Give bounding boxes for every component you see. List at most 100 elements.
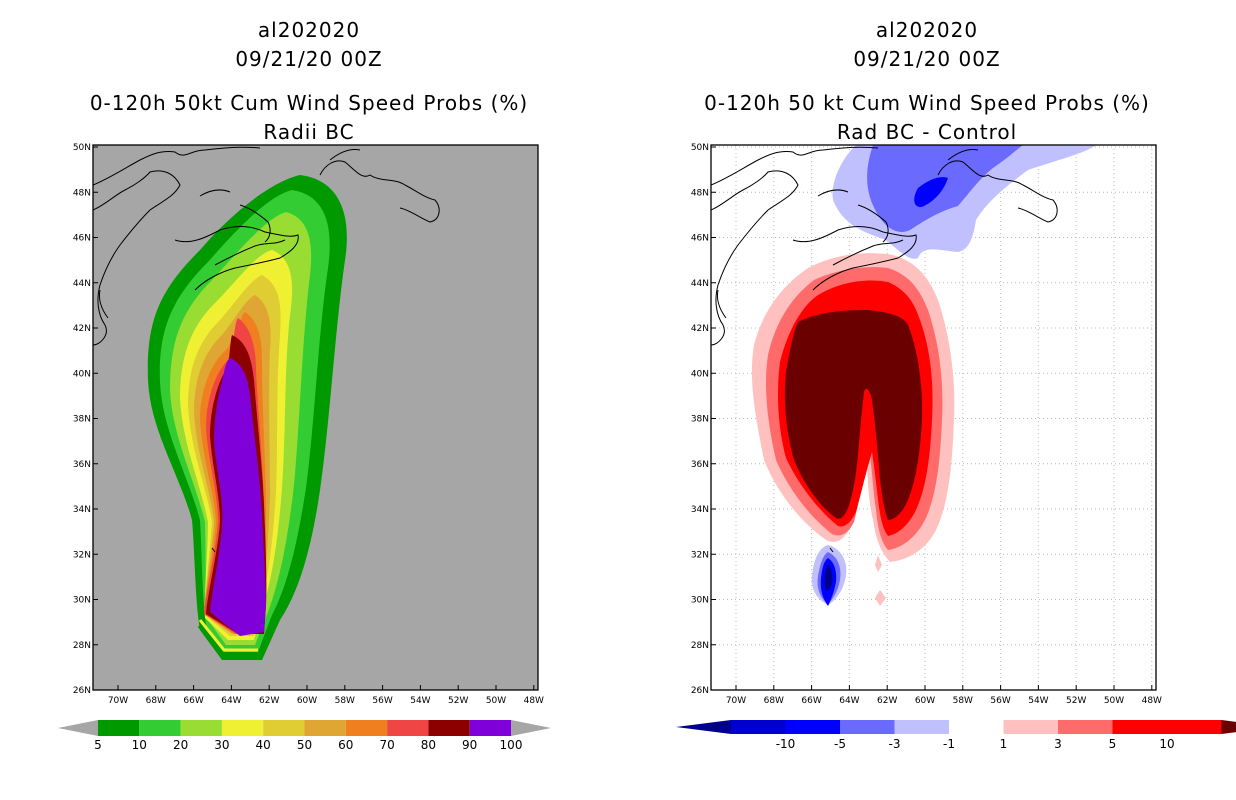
left-date: 09/21/20 00Z: [235, 47, 383, 71]
lat-label: 28N: [691, 641, 709, 651]
colorbar-label: 10: [132, 738, 147, 752]
colorbar-label: 20: [173, 738, 188, 752]
lon-label: 50W: [486, 696, 506, 706]
colorbar-label: 40: [256, 738, 271, 752]
lat-label: 34N: [73, 505, 91, 515]
lat-label: 34N: [691, 505, 709, 515]
colorbar-swatch: [949, 720, 1004, 734]
neg-south-dark: [824, 564, 833, 591]
prob-edge-yellow: [198, 619, 258, 652]
colorbar-label: 3: [1054, 737, 1062, 751]
lat-label: 38N: [691, 415, 709, 425]
right-negative-field: [811, 145, 1096, 606]
colorbar-label: -1: [943, 737, 955, 751]
lon-label: 66W: [183, 696, 203, 706]
right-coastlines: [710, 146, 1058, 553]
colorbar-label: 70: [379, 738, 394, 752]
neg-band-3: [867, 145, 1023, 233]
colorbar-high-arrow: [1221, 720, 1236, 734]
lat-label: 36N: [73, 460, 91, 470]
right-date: 09/21/20 00Z: [853, 47, 1001, 71]
lat-label: 44N: [73, 279, 91, 289]
lat-label: 36N: [691, 460, 709, 470]
colorbar-swatch: [840, 720, 895, 734]
colorbar-swatch: [180, 720, 222, 736]
lat-label: 48N: [73, 188, 91, 198]
lat-label: 26N: [73, 686, 91, 696]
colorbar-label: 5: [94, 738, 102, 752]
colorbar-high-arrow: [511, 720, 551, 736]
lon-label: 58W: [335, 696, 355, 706]
lat-label: 32N: [691, 550, 709, 560]
right-storm-id: al202020: [875, 18, 979, 42]
lon-label: 54W: [410, 696, 430, 706]
left-lat-labels: 50N 48N 46N 44N 42N 40N 38N 36N 34N 32N 30N 28N 26N: [73, 143, 98, 696]
lat-label: 48N: [691, 188, 709, 198]
neg-band-5: [914, 177, 948, 208]
right-lat-labels: 50N 48N 46N 44N 42N 40N 38N 36N 34N 32N 30N 28N 26N: [691, 143, 716, 696]
lat-label: 30N: [73, 596, 91, 606]
colorbar-label: -5: [834, 737, 846, 751]
lon-label: 68W: [146, 696, 166, 706]
colorbar-swatch: [1003, 720, 1058, 734]
lon-label: 70W: [108, 696, 128, 706]
lon-label: 54W: [1028, 696, 1048, 706]
right-map-frame: [710, 144, 1157, 691]
lat-label: 42N: [73, 324, 91, 334]
lon-label: 60W: [297, 696, 317, 706]
pos-tail-upper: [875, 555, 882, 572]
prob-band-90: [210, 358, 266, 636]
colorbar-swatch: [1167, 720, 1222, 734]
right-title: 0-120h 50 kt Cum Wind Speed Probs (%): [704, 91, 1150, 115]
lon-label: 52W: [1066, 696, 1086, 706]
colorbar-label: 90: [462, 738, 477, 752]
colorbar-label: 100: [500, 738, 523, 752]
lon-label: 48W: [1142, 696, 1162, 706]
colorbar-swatch: [1058, 720, 1113, 734]
pos-band-10: [784, 310, 923, 520]
colorbar-swatch: [785, 720, 840, 734]
lat-label: 26N: [691, 686, 709, 696]
colorbar-swatch: [98, 720, 140, 736]
lat-label: 38N: [73, 415, 91, 425]
lat-label: 42N: [691, 324, 709, 334]
lon-label: 56W: [372, 696, 392, 706]
lat-label: 40N: [691, 369, 709, 379]
colorbar-swatch: [345, 720, 388, 736]
lat-label: 46N: [73, 234, 91, 244]
lon-label: 60W: [915, 696, 935, 706]
left-lon-labels: 70W 68W 66W 64W 62W 60W 58W 56W 54W 52W 50W 48W: [108, 685, 544, 706]
right-positive-field: [751, 253, 955, 606]
colorbar-swatch: [139, 720, 181, 736]
colorbar-low-arrow: [676, 720, 731, 734]
right-colorbar: -10 -5 -3 -1 1 3 5 10: [676, 720, 1236, 751]
colorbar-label: -3: [889, 737, 901, 751]
lon-label: 52W: [448, 696, 468, 706]
colorbar-label: -10: [776, 737, 796, 751]
right-lon-labels: 70W 68W 66W 64W 62W 60W 58W 56W 54W 52W 50W 48W: [726, 685, 1162, 706]
colorbar-label: 50: [297, 738, 312, 752]
right-panel: al202020 09/21/20 00Z 0-120h 50 kt Cum W…: [618, 0, 1236, 800]
lon-label: 70W: [726, 696, 746, 706]
colorbar-swatch: [1112, 720, 1167, 734]
colorbar-label: 80: [421, 738, 436, 752]
left-colorbar: 5 10 20 30 40 50 60 70 80 90 100: [58, 720, 551, 752]
lat-label: 40N: [73, 369, 91, 379]
colorbar-swatch: [731, 720, 786, 734]
lat-label: 28N: [73, 641, 91, 651]
lon-label: 56W: [990, 696, 1010, 706]
colorbar-low-arrow: [58, 720, 98, 736]
left-map-svg: 50N48N46N44N42N40N38N36N34N32N30N28N26N …: [58, 143, 551, 752]
lon-label: 62W: [877, 696, 897, 706]
lat-label: 30N: [691, 596, 709, 606]
colorbar-swatch: [304, 720, 346, 736]
lon-label: 66W: [801, 696, 821, 706]
lat-label: 50N: [691, 143, 709, 153]
left-probability-field: [147, 175, 347, 660]
lon-label: 62W: [259, 696, 279, 706]
lat-label: 32N: [73, 550, 91, 560]
right-map-svg: 50N48N46N44N42N40N38N36N34N32N30N28N26N …: [676, 143, 1236, 751]
left-coastlines: [92, 146, 440, 553]
colorbar-swatch: [894, 720, 949, 734]
lat-label: 44N: [691, 279, 709, 289]
